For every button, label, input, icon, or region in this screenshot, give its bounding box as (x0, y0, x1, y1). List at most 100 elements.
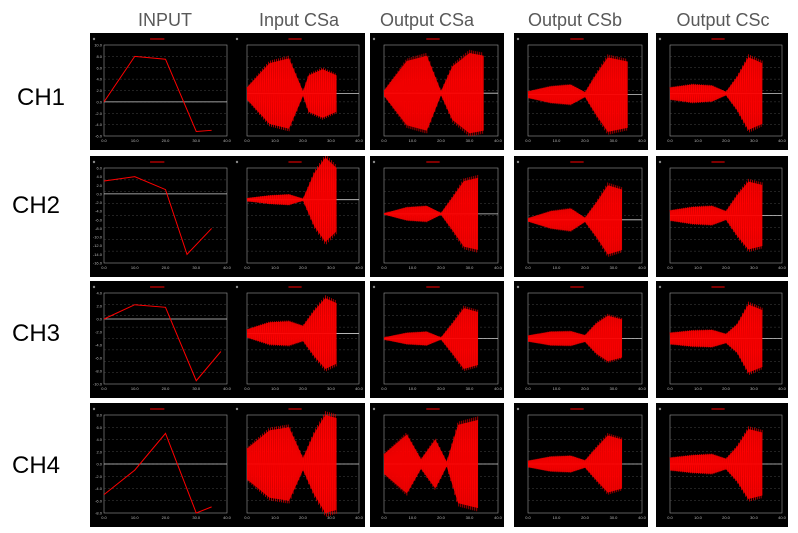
output-waveform-oscillation (527, 182, 623, 257)
x-tick-label: 40.0 (638, 515, 647, 520)
column-header-output-csa: Output CSa (379, 10, 475, 30)
plot-corner-mark (516, 285, 520, 289)
waveform-plot: 0.0 10.0 20.0 30.0 40.0 (516, 407, 647, 520)
plot-corner-mark (92, 407, 96, 411)
x-tick-label: 20.0 (299, 515, 308, 520)
y-tick-label: -6.0 (95, 134, 103, 139)
x-tick-label: 20.0 (581, 138, 590, 143)
waveform-plot: 4.02.00.0-2.0-4.0-6.0-8.0-10.00.0 10.0 20.… (92, 285, 232, 391)
y-tick-label: 8.0 (96, 413, 102, 418)
x-tick-label: 30.0 (750, 265, 759, 270)
x-tick-label: 30.0 (610, 138, 619, 143)
x-tick-label: 40.0 (494, 138, 503, 143)
y-tick-label: 2.0 (96, 449, 102, 454)
y-tick-label: 2.0 (96, 183, 102, 188)
x-tick-label: 0.0 (381, 386, 387, 391)
y-tick-label: 6.0 (96, 166, 102, 171)
x-tick-label: 0.0 (667, 386, 673, 391)
y-tick-label: 6.0 (96, 425, 102, 430)
x-tick-label: 30.0 (327, 265, 336, 270)
x-tick-label: 20.0 (722, 138, 731, 143)
y-tick-label: 8.0 (96, 54, 102, 59)
scope-panel-ch1-input-csa: 0.0 10.0 20.0 30.0 40.0 (233, 33, 365, 150)
x-tick-label: 0.0 (244, 138, 250, 143)
y-tick-label: -16.0 (93, 261, 103, 266)
x-tick-label: 10.0 (553, 138, 562, 143)
x-tick-label: 40.0 (638, 386, 647, 391)
y-tick-label: 4.0 (96, 77, 102, 82)
waveform-plot: 0.0 10.0 20.0 30.0 40.0 (235, 407, 364, 520)
x-tick-label: 40.0 (638, 265, 647, 270)
x-tick-label: 0.0 (667, 138, 673, 143)
y-tick-label: -2.0 (95, 474, 103, 479)
y-tick-label: -12.0 (93, 243, 103, 248)
x-tick-label: 20.0 (162, 386, 171, 391)
plot-corner-mark (658, 407, 662, 411)
x-tick-label: 40.0 (355, 265, 364, 270)
x-tick-label: 0.0 (101, 265, 107, 270)
waveform-plot: 0.0 10.0 20.0 30.0 40.0 (516, 160, 647, 270)
plot-corner-mark (516, 37, 520, 41)
row-label-ch4: CH4 (12, 452, 61, 479)
y-tick-label: -6.0 (95, 356, 103, 361)
x-tick-label: 20.0 (581, 265, 590, 270)
x-tick-label: 10.0 (553, 515, 562, 520)
plot-corner-mark (658, 160, 662, 164)
x-tick-label: 10.0 (131, 515, 140, 520)
x-tick-label: 10.0 (409, 386, 418, 391)
output-waveform-oscillation (246, 411, 337, 517)
waveform-plot: 0.0 10.0 20.0 30.0 40.0 (372, 37, 503, 143)
scope-panel-ch2-input-csa: 0.0 10.0 20.0 30.0 40.0 (233, 156, 365, 277)
plot-corner-mark (372, 160, 376, 164)
plot-corner-mark (235, 160, 239, 164)
y-tick-label: 2.0 (96, 304, 102, 309)
x-tick-label: 30.0 (750, 515, 759, 520)
x-tick-label: 40.0 (223, 138, 232, 143)
x-tick-label: 10.0 (694, 515, 703, 520)
x-tick-label: 10.0 (131, 138, 140, 143)
y-tick-label: -2.0 (95, 330, 103, 335)
x-tick-label: 30.0 (327, 138, 336, 143)
x-tick-label: 20.0 (722, 386, 731, 391)
x-tick-label: 10.0 (553, 265, 562, 270)
x-tick-label: 40.0 (355, 515, 364, 520)
x-tick-label: 30.0 (466, 265, 475, 270)
scope-panel-ch2-output-csb: 0.0 10.0 20.0 30.0 40.0 (514, 156, 648, 277)
x-tick-label: 10.0 (409, 515, 418, 520)
x-tick-label: 20.0 (437, 386, 446, 391)
input-waveform-line (103, 55, 212, 132)
plot-corner-mark (235, 407, 239, 411)
input-waveform-line (103, 304, 222, 382)
waveform-plot: 0.0 10.0 20.0 30.0 40.0 (235, 37, 364, 143)
x-tick-label: 20.0 (722, 265, 731, 270)
column-header-input-csa: Input CSa (258, 10, 340, 30)
x-tick-label: 10.0 (271, 386, 280, 391)
column-header-output-csc: Output CSc (676, 10, 770, 30)
output-waveform-oscillation (383, 305, 479, 372)
plot-corner-mark (92, 285, 96, 289)
x-tick-label: 40.0 (355, 386, 364, 391)
scope-panel-ch4-input: 8.0 6.0 4.0 2.0 0.0 -2.0 -4.0 -6.0 -8.0 0.0 10.0 20… (90, 403, 233, 527)
y-tick-label: 0.0 (96, 99, 102, 104)
x-tick-label: 30.0 (327, 386, 336, 391)
output-waveform-oscillation (527, 54, 628, 135)
waveform-plot: 0.0 10.0 20.0 30.0 40.0 (372, 285, 503, 391)
y-tick-label: -4.0 (95, 122, 103, 127)
output-waveform-oscillation (246, 295, 337, 372)
x-tick-label: 30.0 (610, 515, 619, 520)
x-tick-label: 40.0 (778, 386, 787, 391)
y-tick-label: -8.0 (95, 369, 103, 374)
x-tick-label: 10.0 (409, 138, 418, 143)
x-tick-label: 0.0 (667, 515, 673, 520)
x-tick-label: 20.0 (299, 138, 308, 143)
scope-panel-ch2-output-csc: 0.0 10.0 20.0 30.0 40.0 (656, 156, 788, 277)
x-tick-label: 20.0 (581, 515, 590, 520)
x-tick-label: 20.0 (437, 265, 446, 270)
input-waveform-line (103, 176, 212, 256)
output-waveform-oscillation (383, 416, 479, 512)
scope-panel-ch2-input: 6.0 4.0 2.0 0.0 -2.0 -4.0 -6.0 -8.0 -10.0 -12.0 -1… (90, 156, 233, 277)
x-tick-label: 30.0 (750, 386, 759, 391)
x-tick-label: 20.0 (299, 265, 308, 270)
plot-corner-mark (658, 285, 662, 289)
output-waveform-oscillation (669, 54, 763, 133)
